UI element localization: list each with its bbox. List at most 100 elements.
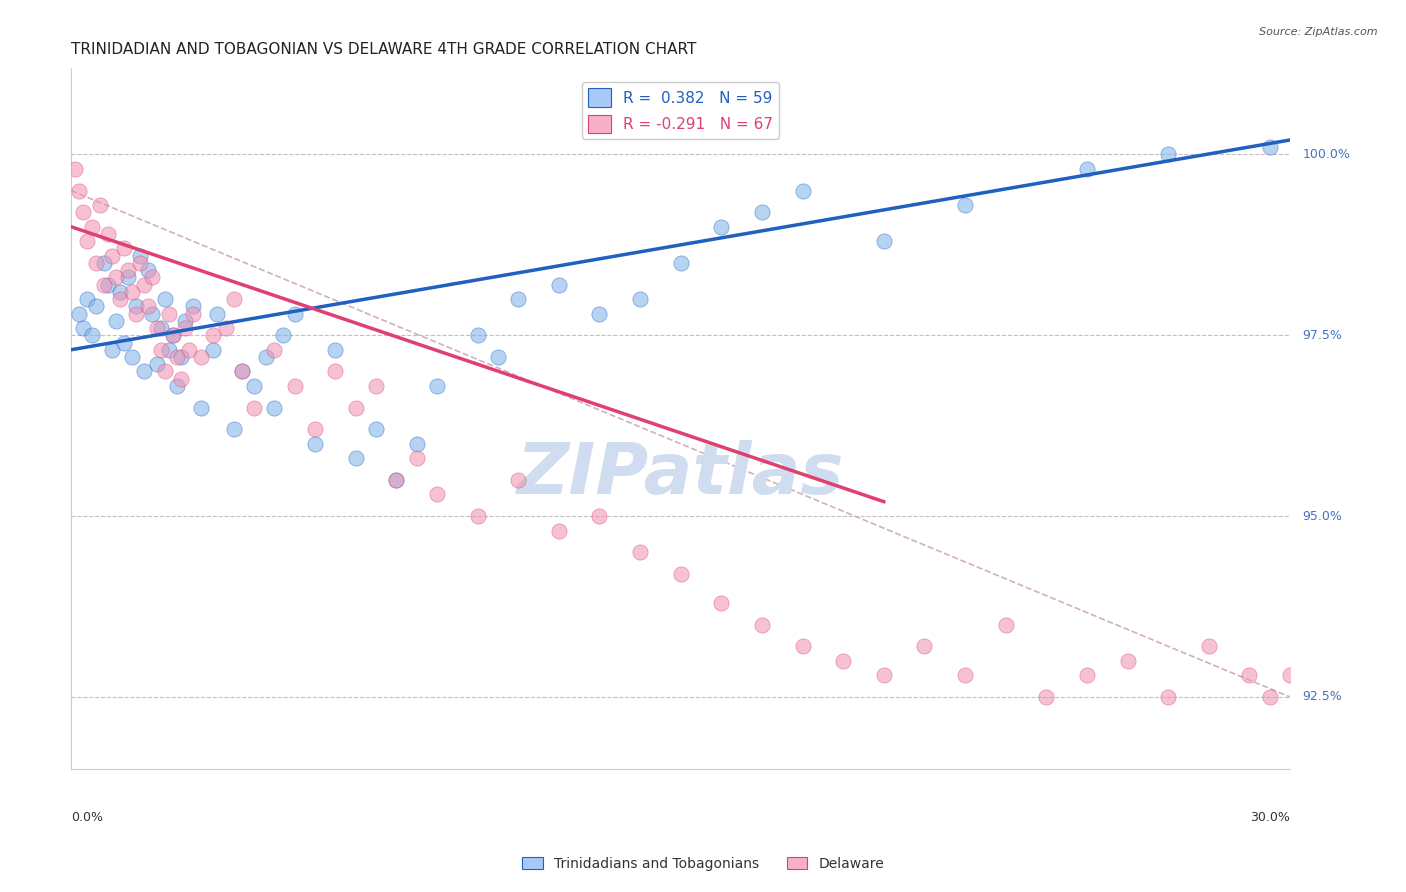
Point: [141, 307, 163, 321]
Point: [508, 292, 530, 306]
Point: [76, 292, 98, 306]
Point: [1198, 640, 1220, 654]
Point: [588, 509, 610, 524]
Point: [304, 422, 326, 436]
Point: [76, 234, 98, 248]
Point: [792, 640, 814, 654]
Point: [953, 668, 976, 682]
Point: [1258, 690, 1281, 704]
Point: [80, 219, 103, 234]
Point: [873, 668, 896, 682]
Point: [214, 321, 236, 335]
Point: [104, 314, 127, 328]
Point: [344, 451, 367, 466]
Text: 30.0%: 30.0%: [1250, 812, 1291, 824]
Point: [405, 451, 427, 466]
Point: [222, 292, 245, 306]
Point: [84, 256, 107, 270]
Point: [385, 473, 408, 487]
Point: [426, 487, 449, 501]
Point: [157, 307, 180, 321]
Point: [547, 524, 569, 538]
Point: [166, 379, 188, 393]
Point: [243, 379, 266, 393]
Point: [145, 321, 167, 335]
Point: [117, 263, 139, 277]
Point: [112, 335, 135, 350]
Point: [72, 321, 94, 335]
Point: [121, 285, 143, 299]
Point: [467, 328, 489, 343]
Text: TRINIDADIAN AND TOBAGONIAN VS DELAWARE 4TH GRADE CORRELATION CHART: TRINIDADIAN AND TOBAGONIAN VS DELAWARE 4…: [72, 42, 696, 57]
Point: [912, 640, 935, 654]
Point: [1279, 668, 1302, 682]
Point: [166, 350, 188, 364]
Point: [108, 292, 131, 306]
Text: Source: ZipAtlas.com: Source: ZipAtlas.com: [1260, 27, 1378, 37]
Point: [207, 307, 229, 321]
Point: [751, 205, 773, 219]
Point: [181, 307, 204, 321]
Point: [1116, 654, 1139, 668]
Point: [117, 270, 139, 285]
Point: [162, 328, 184, 343]
Point: [263, 401, 285, 415]
Point: [72, 205, 94, 219]
Point: [1035, 690, 1057, 704]
Point: [323, 343, 346, 357]
Point: [254, 350, 277, 364]
Point: [953, 198, 976, 212]
Point: [405, 437, 427, 451]
Point: [832, 654, 855, 668]
Point: [121, 350, 143, 364]
Point: [547, 277, 569, 292]
Point: [873, 234, 896, 248]
Point: [67, 184, 90, 198]
Text: 0.0%: 0.0%: [72, 812, 103, 824]
Point: [231, 364, 253, 378]
Point: [792, 184, 814, 198]
Point: [93, 256, 115, 270]
Point: [134, 364, 156, 378]
Point: [170, 372, 193, 386]
Point: [1157, 690, 1180, 704]
Point: [134, 277, 156, 292]
Point: [141, 270, 163, 285]
Point: [1076, 668, 1098, 682]
Text: 92.5%: 92.5%: [1302, 690, 1341, 704]
Point: [1258, 140, 1281, 154]
Point: [129, 256, 152, 270]
Point: [67, 307, 90, 321]
Point: [80, 328, 103, 343]
Point: [149, 321, 172, 335]
Point: [710, 219, 733, 234]
Point: [84, 299, 107, 313]
Point: [1239, 668, 1261, 682]
Point: [243, 401, 266, 415]
Point: [112, 242, 135, 256]
Point: [263, 343, 285, 357]
Point: [108, 285, 131, 299]
Point: [426, 379, 449, 393]
Point: [628, 545, 651, 559]
Point: [153, 364, 176, 378]
Point: [162, 328, 184, 343]
Point: [486, 350, 509, 364]
Legend: R =  0.382   N = 59, R = -0.291   N = 67: R = 0.382 N = 59, R = -0.291 N = 67: [582, 82, 779, 139]
Point: [170, 350, 193, 364]
Point: [669, 256, 692, 270]
Point: [231, 364, 253, 378]
Point: [97, 227, 120, 241]
Point: [508, 473, 530, 487]
Point: [190, 350, 212, 364]
Point: [101, 249, 124, 263]
Point: [323, 364, 346, 378]
Point: [93, 277, 115, 292]
Point: [628, 292, 651, 306]
Point: [669, 566, 692, 581]
Point: [125, 299, 148, 313]
Point: [271, 328, 294, 343]
Point: [385, 473, 408, 487]
Point: [97, 277, 120, 292]
Point: [149, 343, 172, 357]
